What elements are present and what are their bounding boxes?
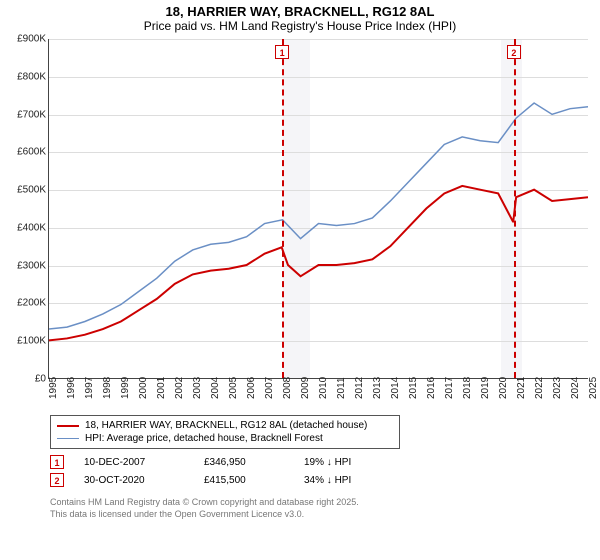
- y-tick-label: £200K: [17, 298, 46, 309]
- x-tick-label: 2017: [444, 377, 455, 399]
- note-row: 1 10-DEC-2007 £346,950 19% ↓ HPI: [50, 453, 590, 471]
- note-price: £346,950: [204, 457, 284, 468]
- event-marker-line: [514, 39, 516, 378]
- note-diff: 34% ↓ HPI: [304, 475, 351, 486]
- x-tick-label: 2014: [390, 377, 401, 399]
- x-tick-label: 2003: [192, 377, 203, 399]
- legend-label: 18, HARRIER WAY, BRACKNELL, RG12 8AL (de…: [85, 420, 367, 431]
- x-tick-label: 2021: [516, 377, 527, 399]
- x-tick-label: 1997: [84, 377, 95, 399]
- attribution-line2: This data is licensed under the Open Gov…: [50, 509, 590, 521]
- y-axis: £0£100K£200K£300K£400K£500K£600K£700K£80…: [10, 39, 48, 379]
- y-tick-label: £100K: [17, 336, 46, 347]
- chart-area: £0 £100K £200K £300K £400K £500K £600K £700K £80…: [10, 39, 590, 409]
- chart-title: 18, HARRIER WAY, BRACKNELL, RG12 8AL: [0, 0, 600, 19]
- legend-swatch: [57, 425, 79, 427]
- x-tick-label: 2001: [156, 377, 167, 399]
- x-tick-label: 1998: [102, 377, 113, 399]
- x-axis: 1995 1996 1997 1998 1999 2000 2001 2002 2003 2004…: [48, 379, 588, 409]
- x-tick-label: 2008: [282, 377, 293, 399]
- attribution-line1: Contains HM Land Registry data © Crown c…: [50, 497, 590, 509]
- note-date: 30-OCT-2020: [84, 475, 184, 486]
- x-tick-label: 2024: [570, 377, 581, 399]
- x-tick-label: 2012: [354, 377, 365, 399]
- y-tick-label: £400K: [17, 222, 46, 233]
- x-tick-label: 2013: [372, 377, 383, 399]
- note-date: 10-DEC-2007: [84, 457, 184, 468]
- x-tick-label: 1999: [120, 377, 131, 399]
- x-tick-label: 2018: [462, 377, 473, 399]
- y-tick-label: £0: [35, 374, 46, 385]
- x-tick-label: 2023: [552, 377, 563, 399]
- event-marker-line: [282, 39, 284, 378]
- x-tick-label: 1996: [66, 377, 77, 399]
- x-tick-label: 2015: [408, 377, 419, 399]
- y-tick-label: £300K: [17, 260, 46, 271]
- x-tick-label: 2002: [174, 377, 185, 399]
- x-tick-label: 2022: [534, 377, 545, 399]
- legend-item: HPI: Average price, detached house, Brac…: [57, 432, 393, 445]
- x-tick-label: 2000: [138, 377, 149, 399]
- y-tick-label: £800K: [17, 71, 46, 82]
- x-tick-label: 2016: [426, 377, 437, 399]
- x-tick-label: 2005: [228, 377, 239, 399]
- y-tick-label: £700K: [17, 109, 46, 120]
- x-tick-label: 2011: [336, 377, 347, 399]
- event-marker-label: 1: [275, 45, 289, 59]
- series-line: [49, 186, 588, 340]
- series-line: [49, 103, 588, 329]
- chart-subtitle: Price paid vs. HM Land Registry's House …: [0, 19, 600, 39]
- y-tick-label: £900K: [17, 34, 46, 45]
- x-tick-label: 2019: [480, 377, 491, 399]
- note-price: £415,500: [204, 475, 284, 486]
- x-tick-label: 2004: [210, 377, 221, 399]
- line-series: [49, 39, 588, 378]
- transaction-notes: 1 10-DEC-2007 £346,950 19% ↓ HPI 2 30-OCT-202…: [50, 453, 590, 489]
- note-diff: 19% ↓ HPI: [304, 457, 351, 468]
- legend: 18, HARRIER WAY, BRACKNELL, RG12 8AL (de…: [50, 415, 400, 449]
- legend-item: 18, HARRIER WAY, BRACKNELL, RG12 8AL (de…: [57, 419, 393, 432]
- plot-area: 12: [48, 39, 588, 379]
- x-tick-label: 2025: [588, 377, 599, 399]
- x-tick-label: 2010: [318, 377, 329, 399]
- event-marker-label: 2: [507, 45, 521, 59]
- legend-swatch: [57, 438, 79, 439]
- x-tick-label: 2007: [264, 377, 275, 399]
- y-tick-label: £500K: [17, 185, 46, 196]
- note-marker: 1: [50, 455, 64, 469]
- x-tick-label: 1995: [48, 377, 59, 399]
- y-tick-label: £600K: [17, 147, 46, 158]
- note-row: 2 30-OCT-2020 £415,500 34% ↓ HPI: [50, 471, 590, 489]
- x-tick-label: 2006: [246, 377, 257, 399]
- x-tick-label: 2020: [498, 377, 509, 399]
- legend-label: HPI: Average price, detached house, Brac…: [85, 433, 323, 444]
- x-tick-label: 2009: [300, 377, 311, 399]
- note-marker: 2: [50, 473, 64, 487]
- attribution: Contains HM Land Registry data © Crown c…: [50, 497, 590, 520]
